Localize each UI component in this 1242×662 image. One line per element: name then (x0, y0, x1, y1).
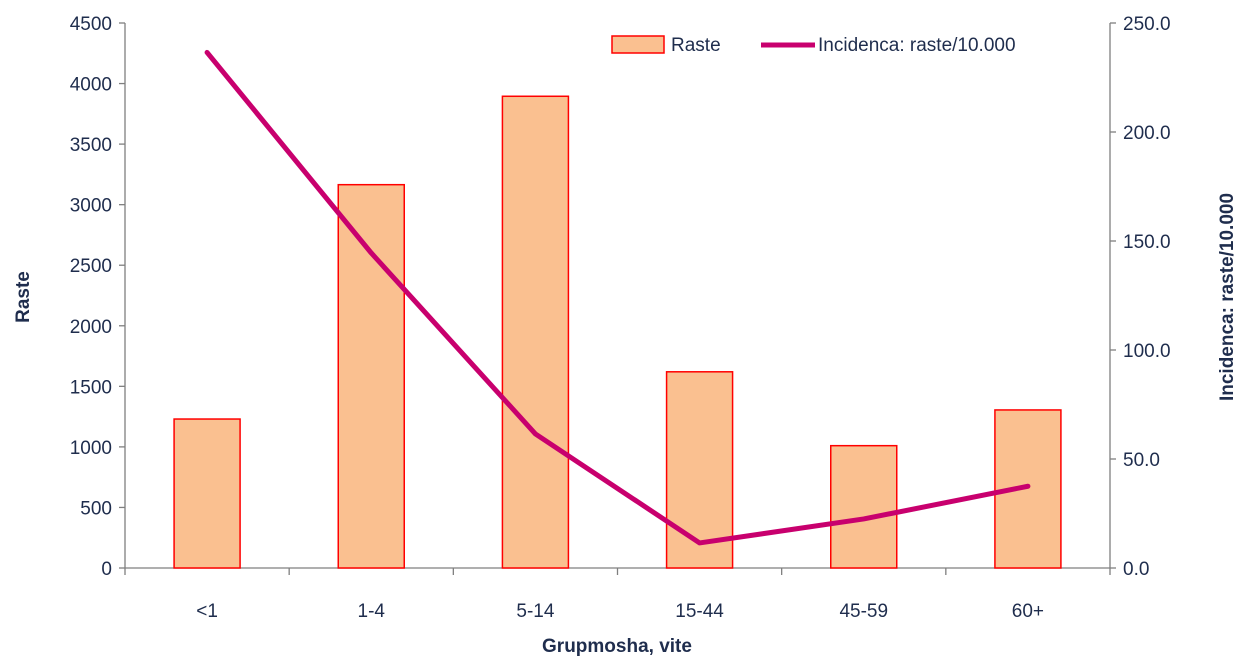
right-y-tick-label: 100.0 (1123, 341, 1171, 362)
left-y-tick-label: 3000 (70, 196, 112, 217)
bar-raste (174, 419, 240, 568)
x-tick-label: 15-44 (675, 601, 724, 622)
legend-bar-swatch (612, 36, 664, 53)
x-tick-label: 5-14 (516, 601, 554, 622)
right-y-tick-label: 250.0 (1123, 14, 1171, 35)
left-y-tick-label: 4000 (70, 75, 112, 96)
left-y-axis-title: Raste (13, 271, 34, 323)
right-y-tick-label: 50.0 (1123, 450, 1160, 471)
left-y-tick-label: 1500 (70, 377, 112, 398)
left-y-tick-label: 2500 (70, 256, 112, 277)
bar-raste (502, 96, 568, 568)
x-axis-title: Grupmosha, vite (542, 636, 692, 657)
left-y-tick-label: 1000 (70, 438, 112, 459)
left-y-tick-label: 2000 (70, 317, 112, 338)
right-y-axis-title: Incidenca: raste/10.000 (1217, 193, 1238, 401)
left-y-tick-label: 4500 (70, 14, 112, 35)
right-y-tick-label: 200.0 (1123, 123, 1171, 144)
legend: Raste Incidenca: raste/10.000 (612, 35, 1016, 56)
right-y-tick-label: 150.0 (1123, 232, 1171, 253)
legend-bar-label: Raste (671, 35, 721, 56)
legend-line-label: Incidenca: raste/10.000 (818, 35, 1016, 56)
left-y-tick-label: 0 (101, 559, 112, 580)
line-layer (207, 52, 1028, 543)
incidence-line (207, 52, 1028, 543)
x-tick-label: <1 (196, 601, 218, 622)
bars-layer (174, 96, 1061, 568)
x-tick-label: 1-4 (358, 601, 386, 622)
x-tick-label: 45-59 (839, 601, 888, 622)
bar-raste (338, 185, 404, 568)
left-y-tick-label: 500 (80, 498, 112, 519)
x-tick-label: 60+ (1012, 601, 1044, 622)
left-y-tick-label: 3500 (70, 135, 112, 156)
bar-raste (831, 446, 897, 568)
right-y-tick-label: 0.0 (1123, 559, 1149, 580)
